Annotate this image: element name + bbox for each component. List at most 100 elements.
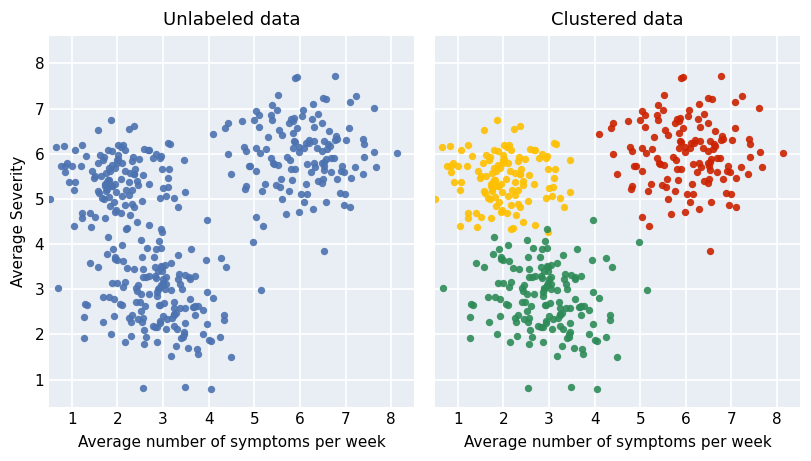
Point bbox=[114, 209, 127, 216]
Point bbox=[297, 107, 310, 114]
Point bbox=[688, 139, 701, 147]
Point bbox=[178, 304, 191, 312]
Point bbox=[542, 267, 555, 274]
Point bbox=[703, 162, 716, 170]
Point bbox=[151, 292, 164, 300]
Point bbox=[137, 340, 150, 347]
Point bbox=[662, 131, 675, 139]
Point bbox=[143, 221, 156, 229]
Point bbox=[183, 276, 196, 283]
Point bbox=[543, 275, 556, 283]
Point bbox=[564, 320, 577, 327]
Point bbox=[191, 302, 204, 310]
Point bbox=[268, 160, 281, 168]
Point bbox=[564, 189, 577, 196]
Point bbox=[97, 157, 110, 164]
Point bbox=[328, 136, 341, 144]
Point bbox=[668, 119, 681, 126]
Point bbox=[482, 294, 495, 301]
Point bbox=[652, 116, 665, 123]
Point bbox=[85, 168, 98, 175]
Point bbox=[560, 334, 573, 342]
Point bbox=[509, 169, 522, 177]
Y-axis label: Average Severity: Average Severity bbox=[11, 156, 26, 287]
Point bbox=[538, 284, 551, 292]
Point bbox=[510, 318, 523, 325]
Point bbox=[322, 128, 335, 135]
Point bbox=[496, 157, 509, 164]
Point bbox=[753, 148, 766, 156]
Point bbox=[333, 189, 346, 197]
Point bbox=[75, 162, 88, 169]
Point bbox=[559, 271, 572, 278]
Point bbox=[136, 266, 149, 273]
Point bbox=[534, 324, 547, 331]
Point bbox=[344, 203, 357, 210]
Point bbox=[540, 152, 553, 160]
Point bbox=[102, 176, 115, 183]
Point bbox=[178, 328, 191, 335]
Point bbox=[723, 168, 736, 175]
Point bbox=[335, 167, 348, 175]
Point bbox=[142, 290, 155, 298]
Point bbox=[204, 337, 217, 344]
Point bbox=[542, 228, 555, 236]
Point bbox=[709, 142, 722, 149]
Point bbox=[152, 267, 165, 274]
Point bbox=[487, 178, 500, 185]
Point bbox=[168, 305, 181, 312]
Point bbox=[510, 333, 523, 340]
Point bbox=[266, 116, 279, 123]
Point bbox=[101, 250, 114, 257]
Point bbox=[504, 278, 517, 286]
Point bbox=[156, 263, 169, 271]
Point bbox=[318, 138, 331, 145]
Point bbox=[563, 328, 576, 335]
Point bbox=[282, 119, 295, 126]
Point bbox=[141, 147, 154, 154]
Point bbox=[177, 333, 190, 341]
Point bbox=[707, 140, 720, 148]
Point bbox=[569, 296, 581, 303]
Point bbox=[220, 264, 233, 271]
Point bbox=[521, 198, 534, 205]
Point bbox=[474, 175, 487, 182]
Point bbox=[576, 345, 589, 352]
Point bbox=[494, 165, 507, 172]
Point bbox=[735, 163, 748, 171]
Point bbox=[320, 155, 333, 163]
Point bbox=[255, 287, 268, 294]
Point bbox=[577, 350, 590, 358]
Point bbox=[551, 314, 564, 322]
Point bbox=[506, 264, 519, 272]
Point bbox=[528, 180, 541, 188]
Point bbox=[523, 340, 536, 347]
Point bbox=[97, 294, 109, 301]
Point bbox=[356, 170, 369, 177]
Point bbox=[100, 170, 113, 177]
Point bbox=[527, 147, 540, 154]
Point bbox=[244, 163, 257, 170]
Point bbox=[592, 295, 605, 302]
Point bbox=[638, 111, 651, 118]
Point bbox=[721, 162, 734, 170]
Point bbox=[478, 187, 491, 194]
Point bbox=[156, 228, 169, 236]
Point bbox=[573, 303, 586, 311]
Point bbox=[75, 215, 88, 222]
Point bbox=[340, 136, 353, 144]
Point bbox=[585, 256, 598, 264]
Point bbox=[290, 74, 303, 81]
Point bbox=[247, 238, 260, 246]
Point bbox=[491, 183, 504, 190]
Point bbox=[633, 116, 646, 124]
Point bbox=[122, 314, 135, 321]
Point bbox=[686, 190, 699, 198]
Point bbox=[611, 354, 624, 361]
Point bbox=[112, 155, 125, 163]
Point bbox=[549, 140, 562, 147]
Point bbox=[574, 312, 587, 319]
Point bbox=[266, 102, 279, 109]
Point bbox=[744, 153, 757, 160]
Point bbox=[672, 177, 684, 184]
